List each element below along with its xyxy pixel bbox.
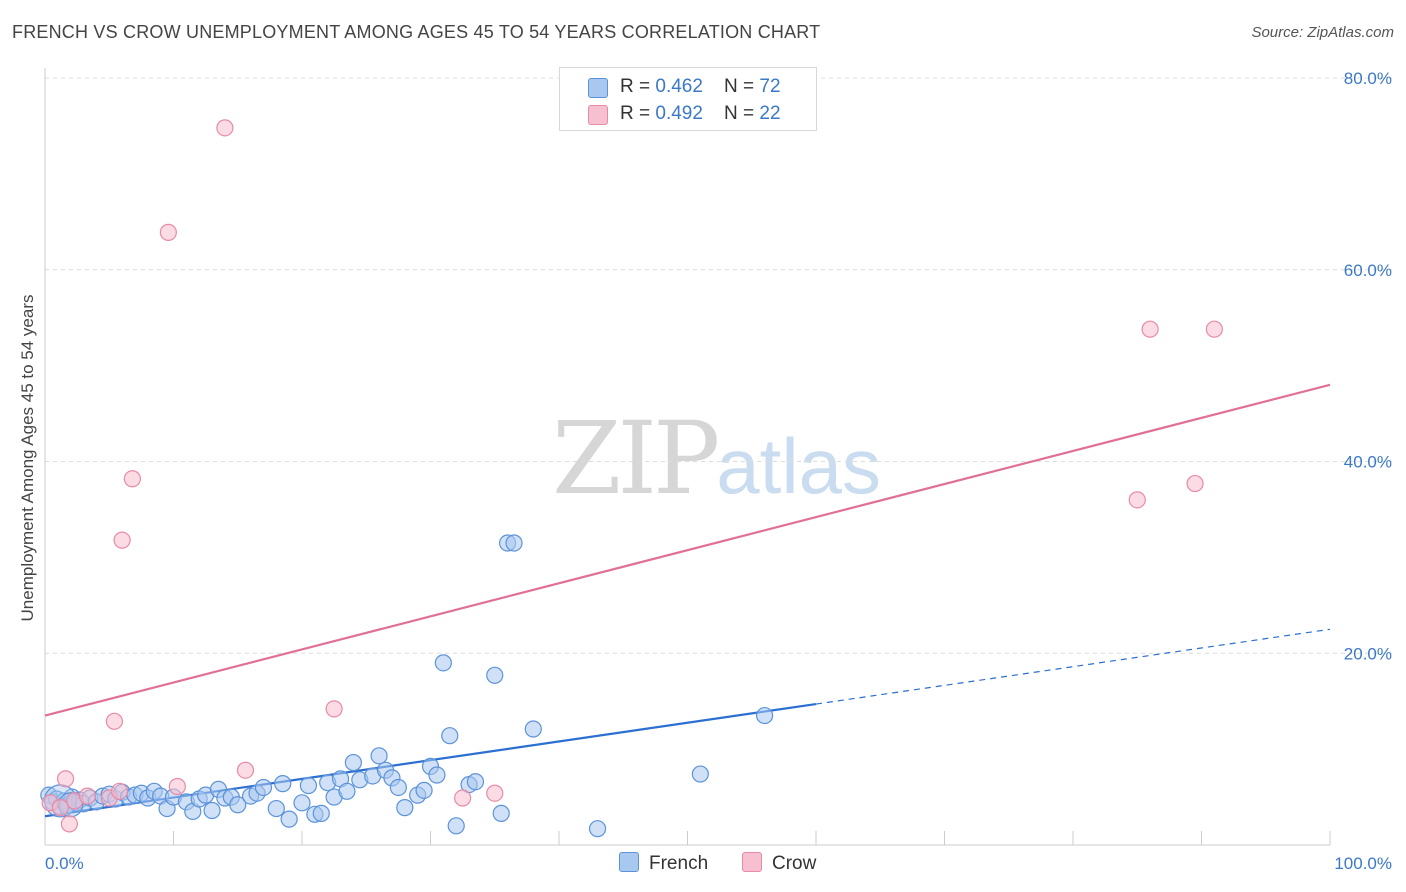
bottom-legend-crow: Crow (742, 852, 816, 875)
watermark-zip: ZIP (552, 400, 720, 517)
french-point (293, 794, 311, 812)
bottom-french-swatch (619, 852, 639, 872)
crow-point (110, 782, 129, 800)
french-point (299, 776, 318, 795)
crow-n-label: N = (724, 103, 760, 124)
french-point (505, 534, 523, 552)
tick-labels: 20.0% 40.0% 60.0% 80.0% 0.0% 100.0% (45, 69, 1392, 873)
y-tick-label: 40.0% (1344, 453, 1392, 472)
french-point (344, 753, 362, 772)
crow-r-value: 0.492 (655, 103, 703, 124)
trend-lines (44, 383, 1331, 818)
crow-point (454, 789, 472, 807)
crow-points (41, 119, 1223, 833)
x-tick-label-max: 100.0% (1334, 854, 1392, 873)
legend: R = 0.462 N = 72 R = 0.492 N = 22 (559, 67, 817, 131)
french-point (755, 706, 774, 725)
french-point (415, 781, 433, 799)
crow-point (1186, 474, 1204, 493)
axes (44, 68, 1331, 846)
crow-point (1141, 320, 1159, 338)
crow-point (486, 784, 504, 802)
crow-point (1128, 491, 1146, 509)
bottom-french-label: French (649, 853, 709, 874)
crow-point (60, 815, 79, 833)
watermark: ZIPatlas (552, 400, 881, 517)
french-point (588, 820, 607, 838)
crow-r-label: R = (620, 103, 656, 124)
source-credit: Source: ZipAtlas.com (1251, 24, 1394, 41)
french-point (691, 765, 709, 783)
french-point (441, 727, 459, 745)
french-n-label: N = (724, 76, 760, 97)
crow-point (236, 761, 255, 779)
french-point (428, 766, 446, 784)
grid-lines (45, 77, 1392, 654)
french-r-value: 0.462 (655, 76, 703, 97)
y-tick-label: 20.0% (1344, 644, 1392, 663)
crow-swatch (588, 105, 608, 125)
french-point (466, 773, 485, 791)
crow-point (105, 712, 123, 730)
crow-point (1205, 320, 1223, 338)
french-point (338, 782, 356, 800)
french-n-value: 72 (759, 76, 781, 97)
crow-point (216, 119, 234, 137)
bottom-crow-label: Crow (772, 853, 817, 874)
y-tick-label: 60.0% (1344, 261, 1392, 280)
crow-point (78, 787, 97, 805)
y-tick-label: 80.0% (1344, 69, 1392, 88)
french-point (524, 720, 542, 738)
french-point (267, 799, 285, 818)
x-tick-label-min: 0.0% (45, 854, 84, 873)
french-point (447, 817, 465, 835)
crow-point (168, 777, 186, 796)
bottom-legend-french: French (619, 852, 708, 875)
watermark-atlas: atlas (716, 422, 882, 510)
crow-n-value: 22 (759, 103, 781, 124)
french-points (40, 534, 774, 838)
crow-point (51, 799, 70, 817)
french-point (396, 799, 414, 817)
crow-point (56, 770, 75, 788)
french-point (229, 796, 247, 814)
crow-point (159, 223, 177, 241)
french-trend-extension (815, 628, 1331, 705)
french-point (492, 804, 510, 822)
french-r-label: R = (620, 76, 656, 97)
french-point (370, 747, 388, 765)
crow-point (325, 700, 343, 718)
chart-title: FRENCH VS CROW UNEMPLOYMENT AMONG AGES 4… (12, 22, 821, 42)
french-point (274, 775, 292, 793)
bottom-crow-swatch (742, 852, 762, 872)
french-point (389, 778, 407, 797)
french-point (280, 810, 298, 828)
french-point (434, 654, 452, 672)
crow-point (113, 531, 131, 549)
crow-point (123, 470, 141, 488)
french-point (254, 778, 273, 797)
french-point (486, 666, 504, 684)
french-point (203, 801, 221, 820)
crow-trend-line (44, 383, 1331, 717)
french-point (312, 804, 330, 822)
french-swatch (588, 78, 608, 98)
